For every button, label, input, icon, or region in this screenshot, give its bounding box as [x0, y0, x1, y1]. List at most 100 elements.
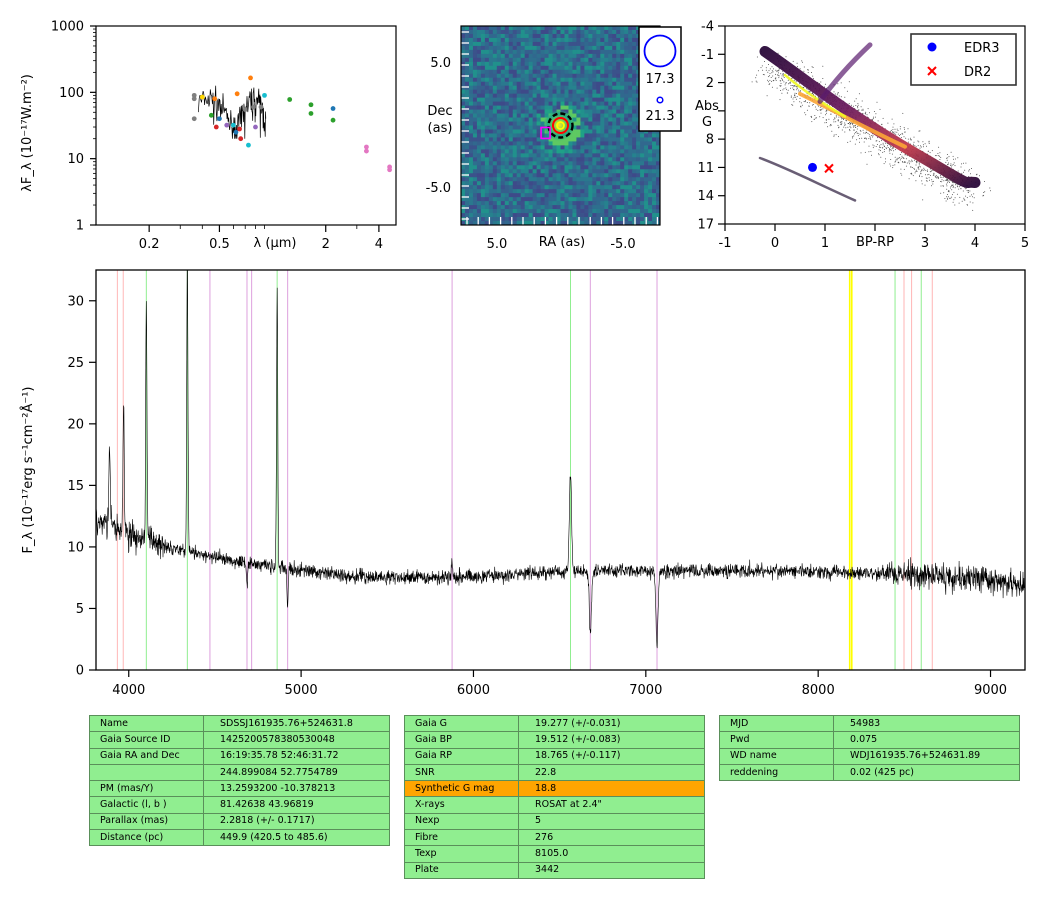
image-pixel: [568, 77, 573, 83]
image-pixel: [596, 213, 601, 218]
image-pixel: [504, 205, 510, 210]
image-pixel: [624, 169, 629, 174]
image-pixel: [468, 141, 474, 146]
image-pixel: [596, 221, 601, 225]
image-pixel: [492, 213, 498, 218]
image-pixel: [600, 193, 605, 198]
image-pixel: [576, 141, 581, 146]
image-pixel: [540, 117, 545, 122]
spectrum-xtick-label: 6000: [457, 683, 490, 698]
image-pixel: [461, 45, 466, 51]
image-pixel: [516, 177, 522, 182]
image-pixel: [464, 149, 470, 154]
image-pixel: [480, 69, 486, 75]
hr-field-dot: [794, 92, 796, 94]
image-pixel: [500, 157, 506, 162]
hr-field-dot: [852, 123, 853, 125]
image-pixel: [508, 121, 514, 126]
image-pixel: [520, 57, 526, 63]
image-pixel: [524, 197, 530, 202]
hr-field-dot: [906, 162, 908, 164]
image-pixel: [540, 133, 545, 138]
image-pixel: [604, 109, 609, 114]
image-pixel: [604, 125, 609, 130]
hr-field-dot: [789, 82, 791, 84]
image-pixel: [488, 205, 494, 210]
hr-field-dot: [866, 114, 868, 116]
hr-field-dot: [897, 133, 899, 135]
image-pixel: [532, 201, 538, 206]
hr-field-dot: [910, 159, 912, 161]
sed-photometry-point: [251, 104, 256, 110]
image-pixel: [600, 33, 605, 39]
image-pixel: [564, 29, 569, 35]
hr-field-dot: [861, 100, 863, 102]
hr-field-dot: [968, 176, 970, 177]
image-pixel: [592, 181, 597, 186]
image-pixel: [544, 81, 549, 87]
image-pixel: [616, 89, 621, 95]
image-pixel: [632, 53, 637, 59]
image-pixel: [536, 125, 541, 130]
image-pixel: [516, 129, 522, 134]
image-pixel: [632, 61, 637, 67]
hr-field-dot: [947, 198, 949, 200]
image-pixel: [520, 157, 526, 162]
image-pixel: [624, 157, 629, 162]
image-pixel: [461, 209, 466, 214]
image-pixel: [560, 81, 565, 87]
image-pixel: [536, 165, 541, 170]
image-pixel: [572, 77, 577, 83]
hr-field-dot: [772, 71, 774, 73]
image-pixel: [512, 185, 518, 190]
image-pixel: [596, 41, 601, 47]
image-pixel: [528, 213, 534, 218]
image-pixel: [604, 77, 609, 83]
image-pixel: [576, 65, 581, 71]
image-pixel: [492, 197, 498, 202]
image-pixel: [544, 141, 549, 146]
image-pixel: [476, 217, 482, 222]
hr-field-dot: [931, 185, 932, 187]
image-pixel: [464, 89, 470, 95]
image-pixel: [516, 193, 522, 198]
image-pixel: [628, 125, 633, 130]
image-pixel: [560, 65, 565, 71]
image-pixel: [552, 101, 557, 106]
hr-field-dot: [769, 75, 770, 77]
sed-photometry-point: [233, 129, 239, 135]
image-pixel: [492, 137, 498, 142]
image-pixel: [464, 133, 470, 138]
image-pixel: [528, 157, 534, 162]
hr-field-dot: [892, 129, 894, 131]
image-pixel: [544, 133, 549, 138]
image-pixel: [520, 81, 526, 87]
image-pixel: [464, 113, 470, 118]
hr-field-dot: [857, 125, 859, 127]
hr-field-dot: [896, 131, 898, 133]
hr-field-dot: [799, 83, 801, 85]
hr-field-dot: [859, 141, 860, 143]
hr-field-dot: [892, 167, 894, 169]
hr-field-dot: [829, 125, 831, 127]
image-pixel: [468, 133, 474, 138]
image-pixel: [480, 153, 486, 158]
image-pixel: [620, 133, 625, 138]
image-pixel: [616, 157, 621, 162]
hr-field-dot: [850, 122, 852, 124]
image-pixel: [516, 209, 522, 214]
image-pixel: [468, 89, 474, 95]
hr-field-dot: [811, 66, 813, 68]
image-pixel: [624, 201, 629, 206]
image-pixel: [636, 141, 641, 146]
hr-giant-branch: [817, 42, 873, 104]
image-pixel: [524, 81, 530, 87]
legend-mag-faint: 21.3: [646, 109, 675, 124]
image-pixel: [616, 193, 621, 198]
image-pixel: [472, 29, 478, 35]
image-pixel: [476, 29, 482, 35]
image-pixel: [612, 113, 617, 118]
image-pixel: [620, 217, 625, 222]
image-pixel: [476, 26, 482, 31]
hr-field-dot: [805, 114, 807, 116]
